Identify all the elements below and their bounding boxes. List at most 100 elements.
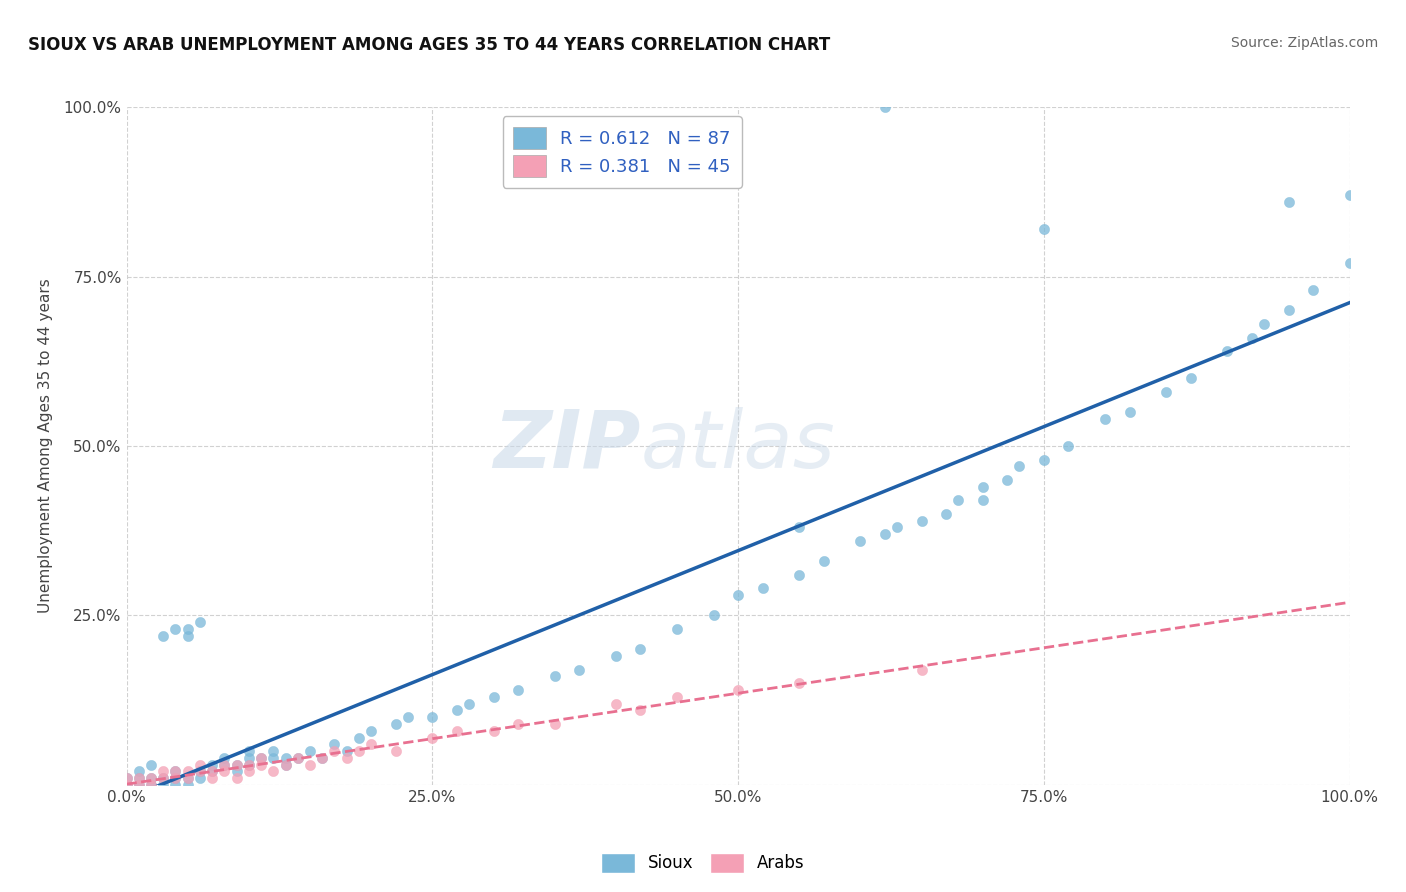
Point: [274, 757, 297, 772]
Point: [727, 683, 749, 698]
Legend: Sioux, Arabs: Sioux, Arabs: [595, 847, 811, 880]
Point: [347, 731, 370, 745]
Point: [177, 622, 200, 636]
Point: [972, 493, 994, 508]
Point: [214, 764, 236, 779]
Point: [225, 757, 247, 772]
Point: [225, 764, 247, 779]
Point: [177, 771, 200, 785]
Point: [1156, 384, 1178, 399]
Point: [188, 764, 211, 779]
Point: [384, 744, 406, 758]
Point: [849, 533, 872, 548]
Point: [873, 100, 896, 114]
Point: [1032, 452, 1054, 467]
Point: [250, 751, 273, 765]
Point: [384, 717, 406, 731]
Point: [1339, 256, 1361, 270]
Point: [787, 676, 810, 690]
Point: [506, 717, 529, 731]
Point: [605, 649, 627, 664]
Point: [238, 757, 260, 772]
Point: [188, 615, 211, 630]
Point: [336, 751, 359, 765]
Point: [422, 710, 444, 724]
Point: [152, 778, 174, 792]
Point: [1118, 405, 1140, 419]
Point: [287, 751, 309, 765]
Point: [323, 744, 346, 758]
Point: [751, 582, 773, 596]
Point: [152, 771, 174, 785]
Point: [813, 554, 835, 568]
Point: [666, 622, 689, 636]
Point: [165, 764, 187, 779]
Point: [396, 710, 419, 724]
Point: [177, 764, 200, 779]
Point: [1057, 439, 1080, 453]
Point: [177, 778, 200, 792]
Point: [911, 514, 934, 528]
Text: atlas: atlas: [640, 407, 835, 485]
Point: [299, 744, 322, 758]
Point: [482, 723, 505, 738]
Point: [311, 751, 333, 765]
Point: [152, 629, 174, 643]
Point: [360, 737, 382, 751]
Point: [886, 520, 908, 534]
Point: [201, 771, 224, 785]
Point: [1277, 194, 1299, 209]
Point: [188, 764, 211, 779]
Point: [128, 764, 150, 779]
Point: [787, 520, 810, 534]
Point: [1032, 222, 1054, 236]
Point: [214, 751, 236, 765]
Point: [336, 744, 359, 758]
Point: [214, 757, 236, 772]
Point: [128, 778, 150, 792]
Point: [948, 493, 970, 508]
Point: [262, 764, 284, 779]
Point: [201, 757, 224, 772]
Point: [274, 757, 297, 772]
Point: [250, 751, 273, 765]
Point: [873, 527, 896, 541]
Point: [262, 751, 284, 765]
Point: [311, 751, 333, 765]
Point: [214, 757, 236, 772]
Point: [605, 697, 627, 711]
Point: [225, 757, 247, 772]
Point: [543, 717, 565, 731]
Point: [165, 622, 187, 636]
Point: [115, 778, 138, 792]
Point: [482, 690, 505, 704]
Point: [972, 480, 994, 494]
Point: [165, 778, 187, 792]
Text: Source: ZipAtlas.com: Source: ZipAtlas.com: [1230, 36, 1378, 50]
Point: [543, 669, 565, 683]
Point: [128, 771, 150, 785]
Point: [177, 629, 200, 643]
Point: [188, 757, 211, 772]
Point: [568, 663, 591, 677]
Point: [446, 723, 468, 738]
Point: [506, 683, 529, 698]
Point: [347, 744, 370, 758]
Point: [299, 757, 322, 772]
Point: [274, 751, 297, 765]
Point: [1008, 459, 1031, 474]
Point: [935, 507, 957, 521]
Point: [262, 744, 284, 758]
Point: [703, 608, 725, 623]
Point: [165, 771, 187, 785]
Text: ZIP: ZIP: [494, 407, 640, 485]
Point: [1094, 412, 1116, 426]
Point: [446, 703, 468, 717]
Point: [128, 771, 150, 785]
Point: [1277, 303, 1299, 318]
Point: [115, 771, 138, 785]
Point: [1253, 317, 1275, 331]
Point: [422, 731, 444, 745]
Point: [139, 771, 162, 785]
Point: [201, 764, 224, 779]
